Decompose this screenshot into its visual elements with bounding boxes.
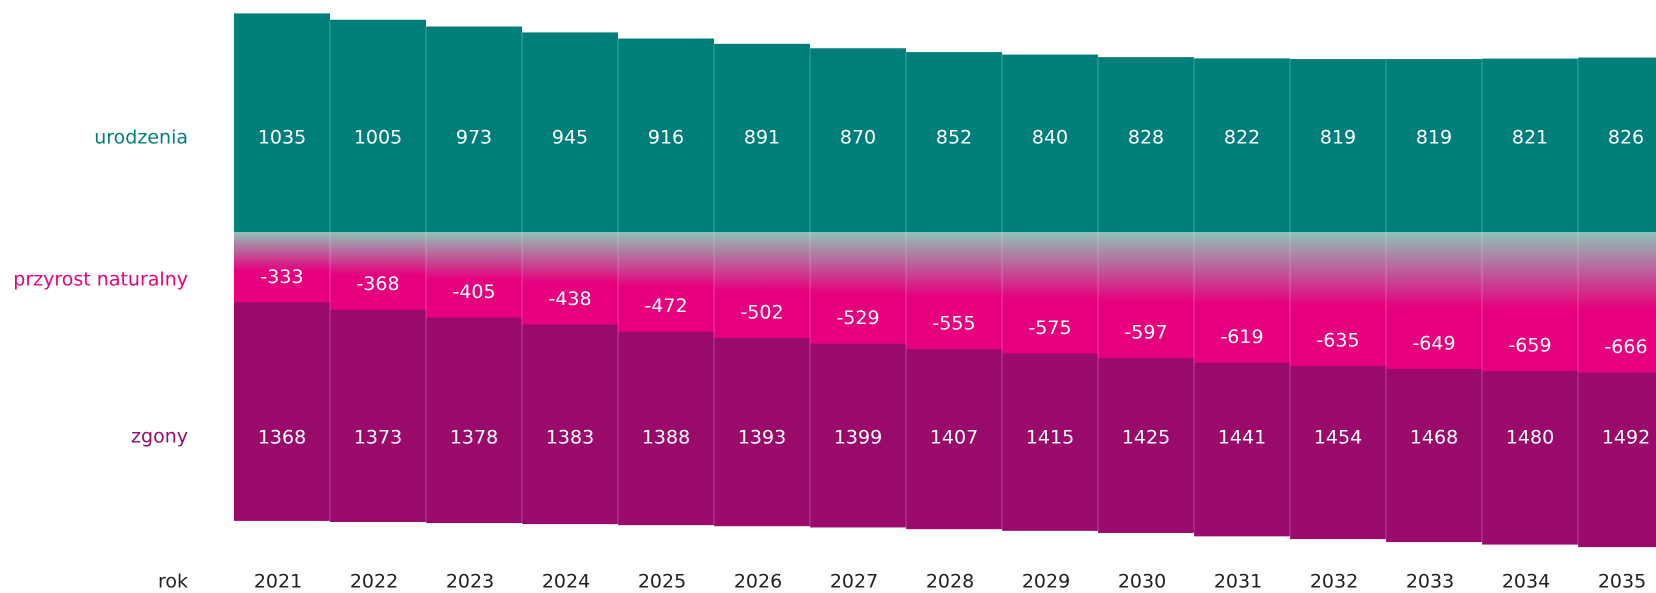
deaths-label: 1425 — [1122, 427, 1170, 449]
births-bar — [330, 19, 426, 232]
increase-label: -502 — [740, 302, 783, 324]
deaths-label: 1441 — [1218, 427, 1266, 449]
births-label: 945 — [552, 127, 588, 149]
increase-label: -405 — [452, 281, 495, 303]
deaths-label: 1407 — [930, 427, 978, 449]
increase-label: -619 — [1220, 326, 1263, 348]
deaths-label: 1468 — [1410, 427, 1458, 449]
births-label: 870 — [840, 127, 876, 149]
deaths-label: 1388 — [642, 427, 690, 449]
births-bar — [618, 38, 714, 232]
births-bar — [1482, 58, 1578, 233]
increase-bar — [1482, 232, 1578, 372]
row-label: urodzenia — [94, 127, 188, 149]
births-label: 852 — [936, 127, 972, 149]
increase-label: -333 — [260, 266, 303, 288]
births-bar — [234, 13, 330, 232]
increase-label: -635 — [1316, 330, 1359, 352]
deaths-label: 1454 — [1314, 427, 1362, 449]
x-tick-label: 2028 — [926, 571, 974, 593]
deaths-label: 1415 — [1026, 427, 1074, 449]
increase-bar — [330, 232, 426, 310]
births-label: 1005 — [354, 127, 402, 149]
increase-label: -597 — [1124, 322, 1167, 344]
x-tick-label: 2032 — [1310, 571, 1358, 593]
births-bar — [1194, 58, 1290, 232]
deaths-label: 1378 — [450, 427, 498, 449]
births-label: 1035 — [258, 127, 306, 149]
x-tick-label: 2025 — [638, 571, 686, 593]
increase-label: -555 — [932, 313, 975, 335]
increase-bar — [618, 232, 714, 332]
births-bar — [1578, 57, 1656, 233]
births-label: 828 — [1128, 127, 1164, 149]
x-tick-label: 2022 — [350, 571, 398, 593]
x-tick-label: 2030 — [1118, 571, 1166, 593]
increase-bar — [1002, 232, 1098, 354]
births-label: 840 — [1032, 127, 1068, 149]
births-bar — [1002, 54, 1098, 233]
increase-bar — [234, 232, 330, 303]
increase-bar — [426, 232, 522, 318]
increase-bar — [1290, 232, 1386, 367]
births-label: 826 — [1608, 127, 1644, 149]
increase-label: -649 — [1412, 333, 1455, 355]
x-tick-label: 2035 — [1598, 571, 1646, 593]
increase-bar — [522, 232, 618, 325]
axis-label: rok — [158, 571, 188, 593]
births-label: 891 — [744, 127, 780, 149]
births-bar — [522, 32, 618, 232]
deaths-label: 1368 — [258, 427, 306, 449]
births-bar — [426, 26, 522, 233]
births-label: 819 — [1416, 127, 1452, 149]
deaths-label: 1383 — [546, 427, 594, 449]
increase-label: -438 — [548, 288, 591, 310]
births-bar — [714, 43, 810, 232]
births-bar — [1386, 59, 1482, 233]
x-tick-label: 2026 — [734, 571, 782, 593]
x-tick-label: 2023 — [446, 571, 494, 593]
births-label: 973 — [456, 127, 492, 149]
deaths-label: 1492 — [1602, 427, 1650, 449]
increase-bar — [1386, 232, 1482, 370]
births-label: 819 — [1320, 127, 1356, 149]
increase-bar — [810, 232, 906, 344]
increase-bar — [1578, 232, 1656, 373]
increase-bar — [1098, 232, 1194, 359]
deaths-label: 1373 — [354, 427, 402, 449]
x-tick-label: 2024 — [542, 571, 590, 593]
increase-label: -472 — [644, 295, 687, 317]
births-bar — [1290, 59, 1386, 233]
births-label: 916 — [648, 127, 684, 149]
increase-bar — [906, 232, 1002, 350]
births-label: 821 — [1512, 127, 1548, 149]
increase-label: -575 — [1028, 317, 1071, 339]
deaths-label: 1480 — [1506, 427, 1554, 449]
x-tick-label: 2027 — [830, 571, 878, 593]
row-label: zgony — [131, 426, 188, 448]
x-tick-label: 2021 — [254, 571, 302, 593]
x-tick-label: 2034 — [1502, 571, 1550, 593]
births-label: 822 — [1224, 127, 1260, 149]
births-bar — [810, 48, 906, 233]
increase-label: -659 — [1508, 335, 1551, 357]
deaths-label: 1393 — [738, 427, 786, 449]
increase-label: -666 — [1604, 336, 1647, 358]
x-tick-label: 2029 — [1022, 571, 1070, 593]
x-tick-label: 2033 — [1406, 571, 1454, 593]
increase-bar — [714, 232, 810, 339]
increase-label: -368 — [356, 273, 399, 295]
births-bar — [906, 52, 1002, 232]
row-label: przyrost naturalny — [13, 269, 188, 291]
increase-label: -529 — [836, 307, 879, 329]
births-bar — [1098, 57, 1194, 232]
x-tick-label: 2031 — [1214, 571, 1262, 593]
deaths-label: 1399 — [834, 427, 882, 449]
increase-bar — [1194, 232, 1290, 363]
